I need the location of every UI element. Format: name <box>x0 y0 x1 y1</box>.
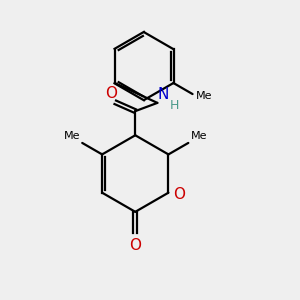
Text: O: O <box>105 86 117 101</box>
Text: Me: Me <box>196 91 212 100</box>
Text: H: H <box>170 99 179 112</box>
Text: O: O <box>129 238 141 253</box>
Text: Me: Me <box>191 131 207 142</box>
Text: N: N <box>158 87 169 102</box>
Text: O: O <box>173 187 185 202</box>
Text: Me: Me <box>63 131 80 142</box>
